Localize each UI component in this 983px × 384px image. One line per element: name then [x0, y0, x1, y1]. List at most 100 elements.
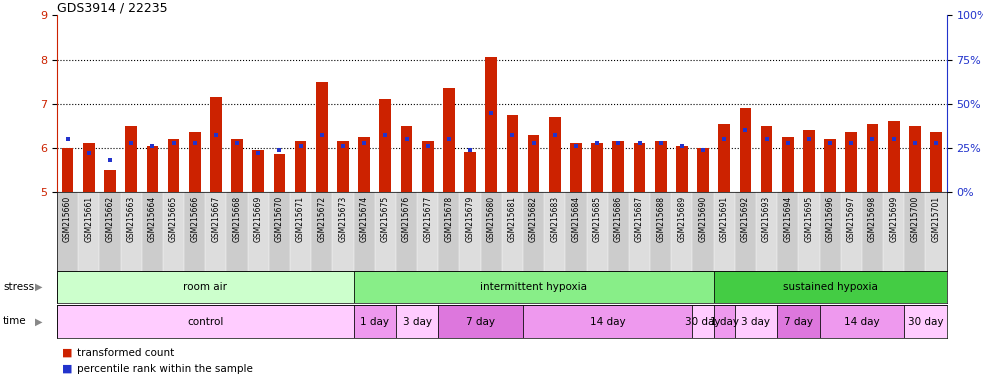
- Bar: [396, 192, 417, 271]
- Text: 14 day: 14 day: [844, 316, 880, 327]
- Bar: [778, 305, 820, 338]
- Bar: [354, 271, 714, 303]
- Point: [484, 109, 499, 116]
- Bar: [438, 192, 459, 271]
- Point: [907, 139, 923, 146]
- Bar: [862, 192, 883, 271]
- Point: [399, 136, 415, 142]
- Text: GSM215669: GSM215669: [254, 196, 262, 242]
- Bar: [909, 126, 921, 192]
- Text: GSM215688: GSM215688: [657, 196, 665, 242]
- Point: [759, 136, 775, 142]
- Point: [653, 139, 668, 146]
- Bar: [719, 124, 730, 192]
- Bar: [612, 141, 624, 192]
- Text: GSM215663: GSM215663: [127, 196, 136, 242]
- Point: [462, 147, 478, 153]
- Bar: [57, 192, 79, 271]
- Point: [123, 139, 139, 146]
- Bar: [570, 144, 582, 192]
- Point: [271, 147, 287, 153]
- Bar: [634, 144, 645, 192]
- Text: GSM215700: GSM215700: [910, 196, 919, 242]
- Bar: [316, 82, 327, 192]
- Text: GSM215664: GSM215664: [147, 196, 157, 242]
- Text: GSM215689: GSM215689: [677, 196, 686, 242]
- Text: GSM215683: GSM215683: [550, 196, 559, 242]
- Bar: [565, 192, 587, 271]
- Bar: [226, 192, 248, 271]
- Text: GSM215674: GSM215674: [360, 196, 369, 242]
- Point: [928, 139, 944, 146]
- Text: intermittent hypoxia: intermittent hypoxia: [480, 282, 587, 292]
- Bar: [523, 305, 692, 338]
- Text: GSM215660: GSM215660: [63, 196, 72, 242]
- Bar: [756, 192, 778, 271]
- Point: [335, 143, 351, 149]
- Bar: [545, 192, 565, 271]
- Bar: [501, 192, 523, 271]
- Text: GSM215662: GSM215662: [105, 196, 114, 242]
- Bar: [121, 192, 142, 271]
- Bar: [650, 192, 671, 271]
- Text: ■: ■: [62, 348, 73, 358]
- Text: transformed count: transformed count: [77, 348, 174, 358]
- Bar: [820, 305, 904, 338]
- Point: [589, 139, 605, 146]
- Bar: [168, 139, 179, 192]
- Text: GSM215692: GSM215692: [741, 196, 750, 242]
- Text: 1 day: 1 day: [360, 316, 389, 327]
- Bar: [481, 192, 502, 271]
- Point: [504, 132, 520, 139]
- Bar: [184, 192, 205, 271]
- Bar: [57, 305, 354, 338]
- Point: [695, 147, 711, 153]
- Text: GSM215679: GSM215679: [466, 196, 475, 242]
- Text: GSM215699: GSM215699: [890, 196, 898, 242]
- Bar: [714, 305, 735, 338]
- Bar: [840, 192, 862, 271]
- Text: GSM215691: GSM215691: [720, 196, 728, 242]
- Point: [674, 143, 690, 149]
- Text: GSM215685: GSM215685: [593, 196, 602, 242]
- Point: [102, 157, 118, 163]
- Bar: [142, 192, 163, 271]
- Text: GSM215668: GSM215668: [233, 196, 242, 242]
- Bar: [354, 192, 375, 271]
- Point: [314, 132, 329, 139]
- Point: [780, 139, 795, 146]
- Bar: [820, 192, 840, 271]
- Bar: [486, 57, 497, 192]
- Bar: [528, 135, 540, 192]
- Bar: [629, 192, 650, 271]
- Text: GSM215696: GSM215696: [826, 196, 835, 242]
- Bar: [332, 192, 354, 271]
- Bar: [735, 192, 756, 271]
- Point: [737, 127, 753, 133]
- Bar: [697, 148, 709, 192]
- Bar: [739, 108, 751, 192]
- Point: [822, 139, 838, 146]
- Point: [356, 139, 372, 146]
- Bar: [803, 130, 815, 192]
- Bar: [867, 124, 879, 192]
- Bar: [248, 192, 268, 271]
- Point: [547, 132, 562, 139]
- Bar: [883, 192, 904, 271]
- Bar: [671, 192, 692, 271]
- Bar: [268, 192, 290, 271]
- Bar: [396, 305, 438, 338]
- Text: GSM215678: GSM215678: [444, 196, 453, 242]
- Point: [526, 139, 542, 146]
- Text: GSM215680: GSM215680: [487, 196, 495, 242]
- Bar: [379, 99, 391, 192]
- Text: GSM215682: GSM215682: [529, 196, 538, 242]
- Bar: [422, 141, 434, 192]
- Bar: [443, 88, 455, 192]
- Text: GSM215673: GSM215673: [338, 196, 347, 242]
- Bar: [825, 139, 836, 192]
- Text: stress: stress: [3, 282, 34, 292]
- Bar: [253, 150, 264, 192]
- Bar: [99, 192, 121, 271]
- Point: [166, 139, 182, 146]
